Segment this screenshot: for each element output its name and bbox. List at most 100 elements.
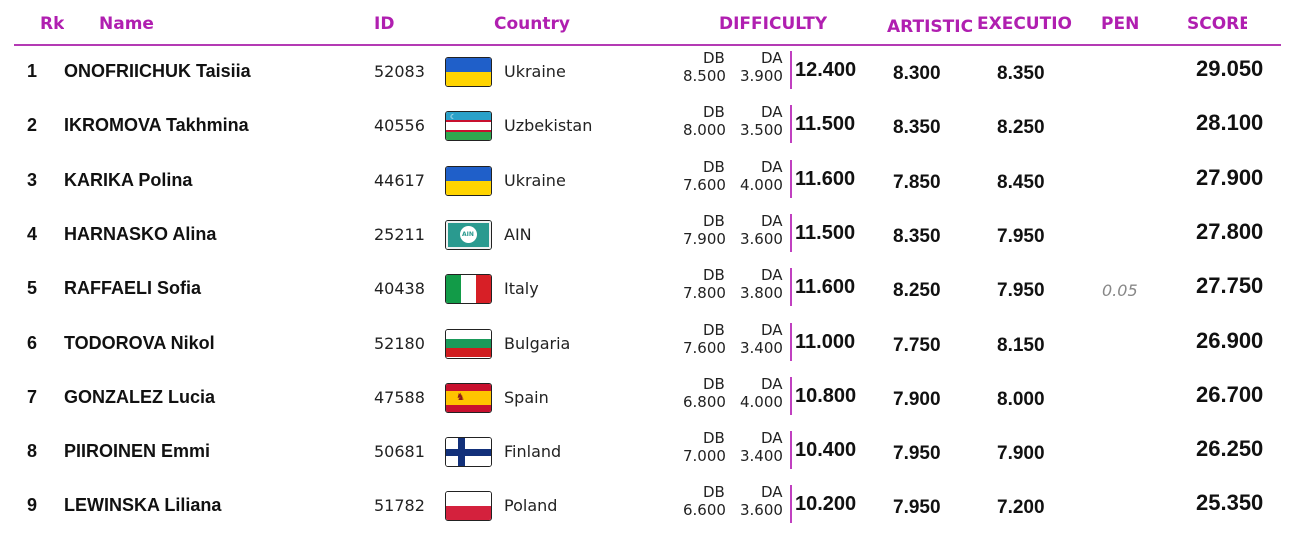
country-name: Uzbekistan <box>504 116 593 136</box>
table-row[interactable]: 2 IKROMOVA Takhmina 40556 ☾ Uzbekistan DB DA 8.… <box>0 99 1296 153</box>
athlete-id: 52180 <box>374 333 425 353</box>
total-score: 27.750 <box>1196 273 1264 299</box>
da-label: DA <box>761 157 783 176</box>
header-name: Name <box>99 14 154 34</box>
athlete-name[interactable]: LEWINSKA Liliana <box>64 495 222 516</box>
db-label: DB <box>703 320 725 339</box>
athlete-name[interactable]: RAFFAELI Sofia <box>64 278 202 299</box>
total-score: 25.350 <box>1196 490 1264 516</box>
ain-flag-label: AIN <box>462 230 474 238</box>
rank: 3 <box>27 169 38 190</box>
execution-score: 7.950 <box>997 225 1045 247</box>
execution-score: 8.150 <box>997 334 1045 356</box>
difficulty-score: 10.400 <box>795 439 857 462</box>
difficulty-score: 10.200 <box>795 493 857 516</box>
artistic-score: 7.900 <box>893 388 941 410</box>
db-label: DB <box>703 211 725 230</box>
athlete-id: 44617 <box>374 170 425 190</box>
execution-score: 7.950 <box>997 280 1045 302</box>
ukraine-flag-icon <box>445 165 492 196</box>
da-label: DA <box>761 483 783 502</box>
execution-score: 8.250 <box>997 117 1045 139</box>
difficulty-divider <box>790 105 792 144</box>
header-country: Country <box>494 14 570 34</box>
difficulty-divider <box>790 213 792 252</box>
athlete-name[interactable]: KARIKA Polina <box>64 169 193 190</box>
total-score: 27.900 <box>1196 164 1264 190</box>
spain-flag-icon: ♞ <box>445 382 492 413</box>
athlete-name[interactable]: ONOFRIICHUK Taisiia <box>64 61 251 81</box>
penalty: 0.05 <box>1102 281 1138 301</box>
da-score: 3.600 <box>740 501 783 520</box>
athlete-name[interactable]: HARNASKO Alina <box>64 223 217 244</box>
db-score: 7.000 <box>683 447 726 466</box>
db-score: 6.600 <box>683 501 726 520</box>
db-label: DB <box>703 429 725 448</box>
athlete-id: 25211 <box>374 224 425 244</box>
athlete-name[interactable]: GONZALEZ Lucia <box>64 386 216 407</box>
db-label: DB <box>703 483 725 502</box>
rank: 6 <box>27 332 38 353</box>
total-score: 27.800 <box>1196 218 1264 244</box>
execution-score: 7.200 <box>997 497 1045 519</box>
db-score: 7.600 <box>683 338 726 357</box>
difficulty-divider <box>790 431 792 470</box>
results-header: Rk Name ID Country DIFFICULTY ARTISTIC E… <box>0 0 1296 44</box>
athlete-name[interactable]: PIIROINEN Emmi <box>64 441 211 462</box>
total-score: 26.900 <box>1196 327 1264 353</box>
header-penalty: PEN <box>1101 14 1140 34</box>
da-score: 3.600 <box>740 229 783 248</box>
da-label: DA <box>761 429 783 448</box>
rank: 2 <box>27 115 38 136</box>
execution-score: 7.900 <box>997 443 1045 465</box>
country-name: Finland <box>504 442 562 462</box>
rank: 4 <box>27 223 38 244</box>
db-score: 7.600 <box>683 175 726 194</box>
athlete-id: 40438 <box>374 279 425 299</box>
da-score: 4.000 <box>740 175 783 194</box>
artistic-score: 8.350 <box>893 225 941 247</box>
execution-score: 8.450 <box>997 171 1045 193</box>
table-row[interactable]: 6 TODOROVA Nikol 52180 Bulgaria DB DA 7.600 3.4… <box>0 317 1296 371</box>
header-rank: Rk <box>40 14 65 34</box>
difficulty-divider <box>790 485 792 524</box>
artistic-score: 7.750 <box>893 334 941 356</box>
total-score: 26.700 <box>1196 381 1264 407</box>
db-score: 6.800 <box>683 392 726 411</box>
table-row[interactable]: 9 LEWINSKA Liliana 51782 Poland DB DA 6.600 3.6… <box>0 479 1296 533</box>
artistic-score: 7.850 <box>893 171 941 193</box>
difficulty-divider <box>790 376 792 415</box>
artistic-score: 7.950 <box>893 497 941 519</box>
athlete-name[interactable]: IKROMOVA Takhmina <box>64 115 249 136</box>
athlete-id: 47588 <box>374 387 425 407</box>
ukraine-flag-icon <box>445 57 492 87</box>
total-score: 28.100 <box>1196 110 1264 136</box>
difficulty-divider <box>790 322 792 361</box>
table-row[interactable]: 3 KARIKA Polina 44617 Ukraine DB DA 7.600 4.000… <box>0 154 1296 208</box>
da-label: DA <box>761 103 783 122</box>
athlete-name[interactable]: TODOROVA Nikol <box>64 332 215 353</box>
table-row[interactable]: 7 GONZALEZ Lucia 47588 ♞ Spain DB DA 6.800 4.000… <box>0 371 1296 425</box>
poland-flag-icon <box>445 491 492 522</box>
artistic-score: 8.300 <box>893 63 941 84</box>
table-row[interactable]: 1 ONOFRIICHUK Taisiia 52083 Ukraine DB DA 8.50… <box>0 45 1296 99</box>
da-score: 3.400 <box>740 447 783 466</box>
table-row[interactable]: 8 PIIROINEN Emmi 50681 Finland DB DA 7.000 3.40… <box>0 425 1296 479</box>
table-row[interactable]: 4 HARNASKO Alina 25211 AIN AIN DB DA 7.900 3.600… <box>0 208 1296 262</box>
country-name: Bulgaria <box>504 333 571 353</box>
difficulty-score: 11.500 <box>795 221 856 244</box>
db-label: DB <box>703 374 725 393</box>
difficulty-divider <box>790 268 792 307</box>
country-name: AIN <box>504 224 532 244</box>
table-row[interactable]: 5 RAFFAELI Sofia 40438 Italy DB DA 7.800 3.800 1… <box>0 262 1296 316</box>
db-score: 7.900 <box>683 229 726 248</box>
total-score: 29.050 <box>1196 56 1264 81</box>
difficulty-score: 11.600 <box>795 167 856 190</box>
da-label: DA <box>761 266 783 285</box>
difficulty-score: 11.000 <box>795 330 856 353</box>
uzbekistan-flag-icon: ☾ <box>445 111 492 142</box>
difficulty-score: 11.600 <box>795 276 856 299</box>
rank: 5 <box>27 278 38 299</box>
rank: 1 <box>27 61 38 81</box>
country-name: Ukraine <box>504 170 566 190</box>
